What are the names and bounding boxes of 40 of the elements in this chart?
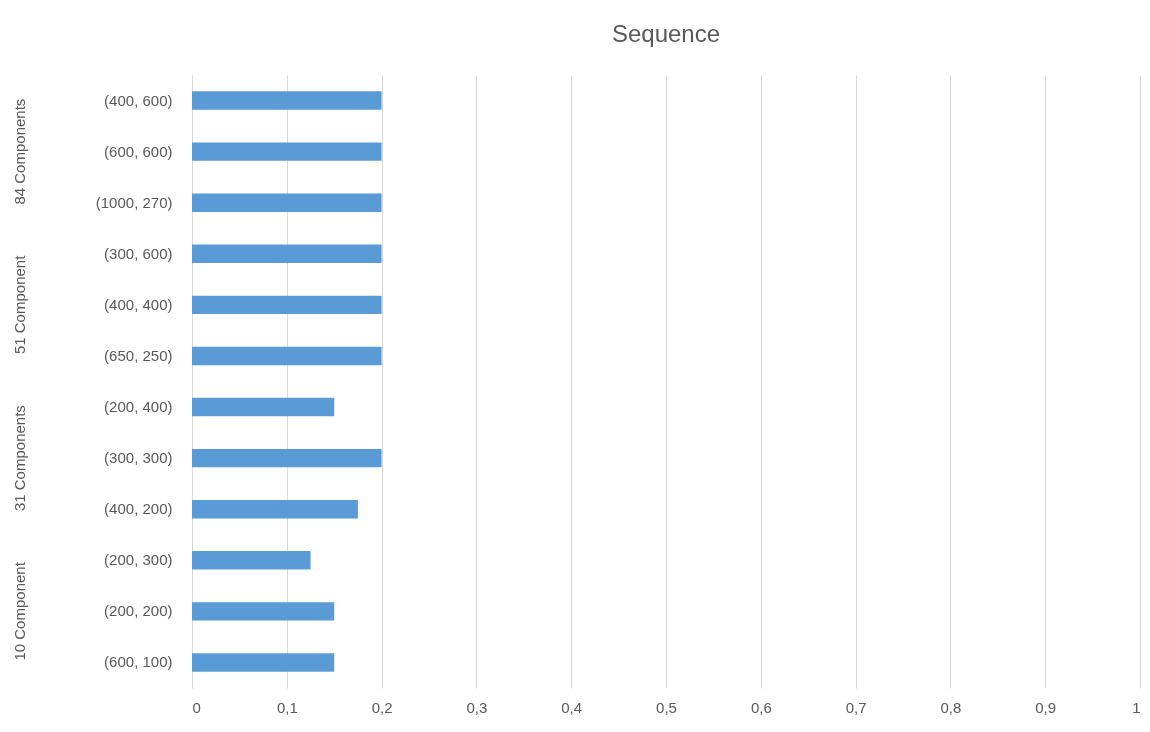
bar	[192, 244, 382, 263]
bar	[192, 602, 335, 621]
text: 10 Component	[11, 561, 28, 661]
x-tick-label: 0,8	[940, 698, 962, 716]
y-tick-label: (650, 250)	[104, 346, 173, 364]
x-tick-label: 0,3	[466, 698, 488, 716]
text: 31 Components	[11, 405, 28, 512]
x-tick-label: 0	[192, 698, 201, 716]
x-tick-label: 0,1	[276, 698, 298, 716]
x-tick-label: 0,7	[845, 698, 867, 716]
bar	[192, 397, 335, 417]
x-tick-label: 1	[1132, 698, 1141, 716]
bar	[192, 295, 382, 315]
y-tick-label: (400, 400)	[104, 295, 173, 313]
y-tick-label: (400, 200)	[104, 500, 173, 518]
y-tick-label: (1000, 270)	[95, 193, 173, 211]
y-tick-label: (200, 300)	[104, 551, 173, 569]
x-tick-label: 0,5	[656, 698, 677, 716]
bar	[192, 193, 382, 212]
x-tick-label: 0,2	[371, 698, 393, 716]
y-tick-label: (300, 300)	[104, 449, 173, 467]
y-tick-label: (200, 400)	[104, 398, 173, 416]
bar	[192, 500, 358, 519]
bar	[192, 142, 382, 161]
bar	[192, 448, 382, 468]
text: 84 Components	[11, 98, 28, 205]
y-tick-label: (300, 600)	[104, 244, 173, 262]
y-tick-label: (400, 600)	[104, 91, 173, 109]
bar	[192, 653, 335, 672]
bar	[192, 551, 311, 570]
chart-title: Sequence	[611, 20, 721, 47]
x-tick-label: 0,4	[561, 698, 583, 716]
x-tick-label: 0,9	[1035, 698, 1057, 716]
bar	[192, 346, 382, 366]
y-tick-label: (600, 600)	[104, 142, 173, 160]
text: 51 Component	[11, 254, 28, 355]
y-tick-label: (200, 200)	[104, 602, 173, 620]
x-tick-label: 0,6	[750, 698, 772, 716]
bar	[192, 91, 382, 110]
y-tick-label: (600, 100)	[104, 653, 173, 671]
